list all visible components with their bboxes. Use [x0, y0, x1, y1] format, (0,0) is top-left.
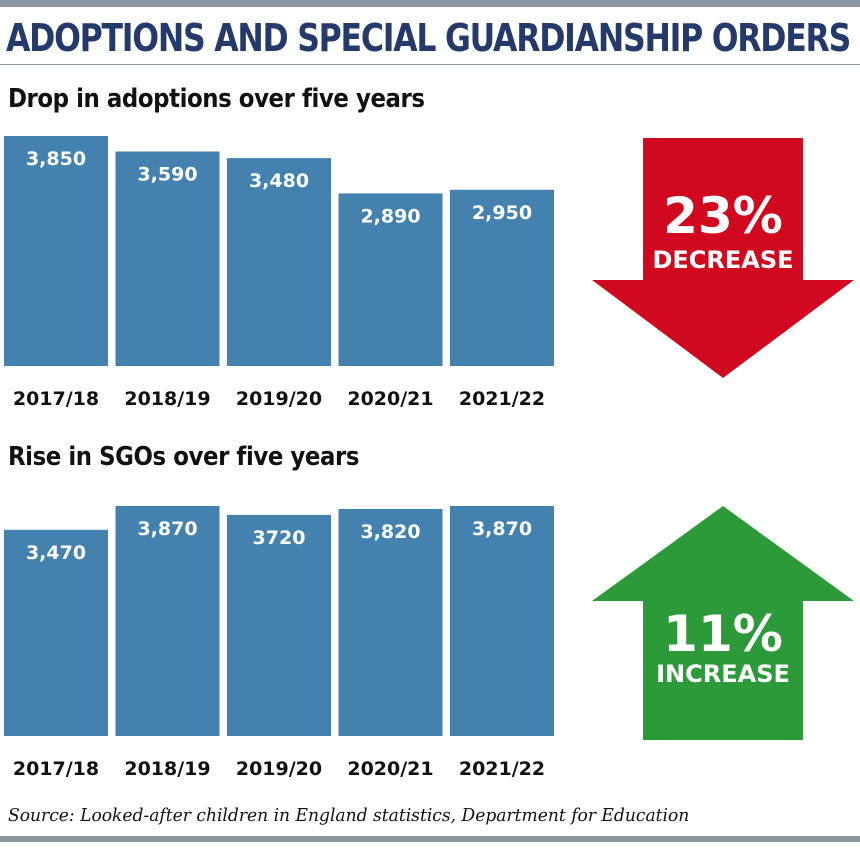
adoptions-category-label-1: 2017/18: [13, 388, 99, 410]
sgos-category-label-3: 2019/20: [236, 758, 322, 780]
sgos-bar-5: [450, 506, 554, 736]
sgos-category-label-2: 2018/19: [124, 758, 210, 780]
adoptions-bar-1: [4, 136, 108, 366]
top-rule: [0, 0, 860, 7]
sgos-value-label-1: 3,470: [26, 542, 86, 564]
adoptions-bar-2: [115, 151, 220, 366]
page-title: ADOPTIONS AND SPECIAL GUARDIANSHIP ORDER…: [6, 16, 851, 60]
sgos-value-label-4: 3,820: [360, 521, 420, 543]
sgos-bar-1: [4, 529, 108, 736]
decrease-label: DECREASE: [652, 246, 793, 274]
increase-label: INCREASE: [656, 660, 790, 688]
adoptions-bar-4: [338, 193, 443, 366]
sgos-value-label-2: 3,870: [137, 518, 197, 540]
adoptions-category-label-2: 2018/19: [124, 388, 210, 410]
down-arrow-shape: [592, 138, 854, 378]
sgos-category-label-4: 2020/21: [347, 758, 433, 780]
up-arrow-shape: [592, 506, 854, 740]
adoptions-value-label-1: 3,850: [26, 148, 86, 170]
sgos-bar-chart: 3,470 2017/18 3,870 2018/19 3720 2019/20 3,820…: [4, 506, 554, 780]
sgos-value-label-5: 3,870: [472, 518, 532, 540]
sgos-bar-4: [338, 509, 443, 736]
up-arrow-icon: 11% INCREASE: [592, 506, 854, 740]
sgos-category-label-5: 2021/22: [459, 758, 545, 780]
sgos-value-label-3: 3720: [253, 527, 306, 549]
sgos-bar-3: [227, 514, 331, 736]
adoptions-bar-3: [227, 158, 331, 366]
source-note: Source: Looked-after children in England…: [8, 805, 690, 826]
bottom-rule: [0, 836, 860, 842]
increase-percent: 11%: [663, 605, 783, 663]
adoptions-bar-chart: 3,850 2017/18 3,590 2018/19 3,480 2019/20 2,89…: [4, 136, 554, 410]
adoptions-category-label-4: 2020/21: [347, 388, 433, 410]
adoptions-value-label-5: 2,950: [472, 202, 532, 224]
adoptions-bar-5: [450, 189, 554, 366]
adoptions-category-label-3: 2019/20: [236, 388, 322, 410]
adoptions-value-label-4: 2,890: [360, 205, 420, 227]
sgos-chart-title: Rise in SGOs over five years: [8, 442, 360, 472]
decrease-percent: 23%: [663, 187, 783, 245]
sgos-category-label-1: 2017/18: [13, 758, 99, 780]
down-arrow-icon: 23% DECREASE: [592, 138, 854, 378]
title-rule: [0, 64, 860, 65]
adoptions-category-label-5: 2021/22: [459, 388, 545, 410]
adoptions-value-label-2: 3,590: [137, 164, 197, 186]
adoptions-chart-title: Drop in adoptions over five years: [8, 84, 425, 114]
adoptions-value-label-3: 3,480: [249, 170, 309, 192]
sgos-bar-2: [115, 506, 220, 736]
